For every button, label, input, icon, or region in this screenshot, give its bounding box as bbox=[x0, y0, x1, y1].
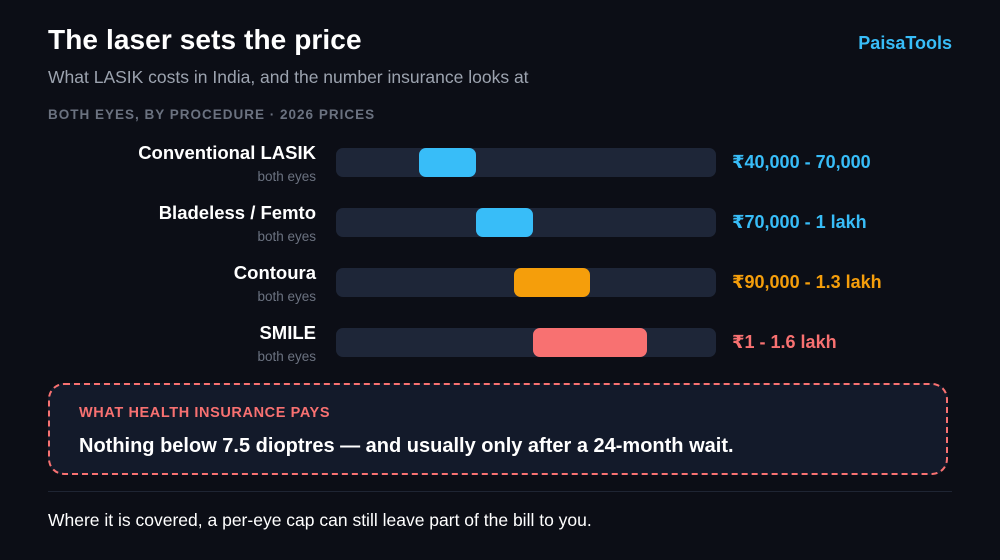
range-track bbox=[336, 148, 716, 177]
price-range-bar bbox=[533, 328, 647, 357]
chart-row: Bladeless / Femto both eyes ₹70,000 - 1 la… bbox=[0, 200, 1000, 250]
price-range-bar bbox=[514, 268, 590, 297]
page-subtitle: What LASIK costs in India, and the numbe… bbox=[48, 67, 529, 87]
range-value-label: ₹1 - 1.6 lakh bbox=[732, 332, 837, 352]
range-value-label: ₹90,000 - 1.3 lakh bbox=[732, 272, 882, 292]
row-name: Bladeless / Femto bbox=[158, 202, 316, 223]
row-sub-label: both eyes bbox=[257, 169, 316, 184]
range-track bbox=[336, 268, 716, 297]
brand-logo: PaisaTools bbox=[858, 33, 952, 53]
chart-row: SMILE both eyes ₹1 - 1.6 lakh bbox=[0, 320, 1000, 370]
insurance-callout: WHAT HEALTH INSURANCE PAYS Nothing below… bbox=[48, 383, 948, 475]
page-title: The laser sets the price bbox=[48, 24, 362, 55]
row-name: Conventional LASIK bbox=[138, 142, 316, 163]
callout-label: WHAT HEALTH INSURANCE PAYS bbox=[79, 405, 331, 421]
callout-text: Nothing below 7.5 dioptres — and usually… bbox=[79, 435, 734, 457]
price-range-bar bbox=[419, 148, 476, 177]
range-value-label: ₹70,000 - 1 lakh bbox=[732, 212, 867, 232]
chart-row: Contoura both eyes ₹90,000 - 1.3 lakh bbox=[0, 260, 1000, 310]
price-range-bar bbox=[476, 208, 533, 237]
chart-row: Conventional LASIK both eyes ₹40,000 - 70,… bbox=[0, 140, 1000, 190]
price-range-chart: Conventional LASIK both eyes ₹40,000 - 70,… bbox=[0, 140, 1000, 370]
row-name: SMILE bbox=[259, 322, 316, 343]
row-sub-label: both eyes bbox=[257, 349, 316, 364]
section-label: BOTH EYES, BY PROCEDURE · 2026 PRICES bbox=[48, 107, 376, 122]
row-sub-label: both eyes bbox=[257, 229, 316, 244]
divider bbox=[48, 491, 952, 492]
row-name: Contoura bbox=[233, 262, 316, 283]
range-track bbox=[336, 208, 716, 237]
range-track bbox=[336, 328, 716, 357]
footer-note: Where it is covered, a per-eye cap can s… bbox=[48, 510, 592, 530]
range-value-label: ₹40,000 - 70,000 bbox=[732, 152, 871, 172]
row-sub-label: both eyes bbox=[257, 289, 316, 304]
